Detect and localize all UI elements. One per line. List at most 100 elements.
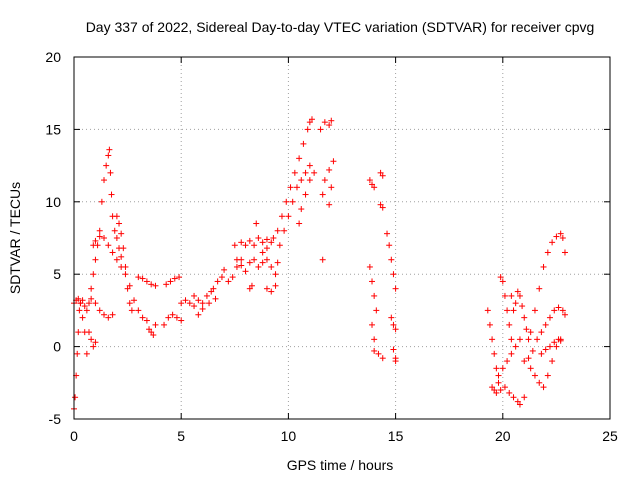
data-point [139,314,146,321]
data-point [113,256,120,263]
data-point [319,191,326,198]
data-point [90,242,97,249]
data-point [497,274,504,281]
data-point [178,317,185,324]
data-point [386,242,393,249]
data-point [559,307,566,314]
data-point [72,394,79,401]
data-point [506,321,513,328]
data-point [246,259,253,266]
data-point [116,220,123,227]
data-point [497,387,504,394]
data-point [561,249,568,256]
data-point [311,169,318,176]
chart-title: Day 337 of 2022, Sidereal Day-to-day VTE… [86,19,595,35]
data-point [540,263,547,270]
data-point [212,295,219,302]
data-point [152,282,159,289]
data-point [531,372,538,379]
data-point [384,230,391,237]
data-point [523,326,530,333]
data-point [76,307,83,314]
data-point [390,346,397,353]
data-point [111,227,118,234]
data-point [296,220,303,227]
y-tick-label: 0 [53,339,61,355]
data-point [270,235,277,241]
data-point [83,307,90,314]
data-point [113,235,120,241]
data-point [229,274,236,281]
data-point [519,303,526,310]
x-tick-label: 20 [495,428,511,444]
data-point [388,314,395,321]
data-point [499,278,506,285]
data-point [171,275,178,282]
data-point [118,230,125,237]
data-point [379,355,386,362]
data-point [306,162,313,169]
data-point [371,336,378,343]
data-point [118,253,125,260]
data-point [390,321,397,328]
data-point [525,336,532,343]
data-point [326,122,333,129]
data-point [549,239,556,246]
data-point [544,249,551,256]
data-point [298,206,305,213]
data-point [128,307,135,314]
data-point [371,184,378,191]
data-point [81,303,88,310]
data-point [392,358,399,365]
x-tick-label: 5 [177,428,185,444]
data-point [143,278,150,285]
data-point [317,126,324,133]
data-point [195,297,202,304]
data-point [251,242,258,249]
data-point [328,184,335,191]
data-point [375,350,382,357]
y-tick-label: 5 [53,266,61,282]
data-point [242,242,249,249]
data-point [131,297,138,304]
y-tick-label: 20 [45,49,61,65]
data-point [501,384,508,391]
data-point [516,292,523,299]
data-point [510,394,517,401]
data-point [308,116,315,123]
data-point [259,239,266,246]
y-tick-label: 15 [45,121,61,137]
data-point [551,339,558,346]
x-tick-label: 0 [70,428,78,444]
data-point [274,227,281,234]
data-point [366,177,373,184]
data-point [392,326,399,333]
data-point [263,256,270,263]
data-point [176,274,183,281]
data-point [251,256,258,263]
data-point [263,245,270,252]
data-point [508,350,515,357]
axis-ticks: 0 5 10 15 20 25 -5 0 5 10 15 20 [45,49,618,444]
data-point [510,307,517,314]
data-point [287,184,294,191]
data-point [559,235,566,241]
x-tick-label: 25 [602,428,618,444]
data-point [521,394,528,401]
data-point [493,389,500,396]
data-point [561,311,568,318]
data-point [105,314,112,321]
data-point [542,321,549,328]
data-point [276,242,283,249]
y-axis-label: SDTVAR / TECUs [7,182,23,294]
data-point [225,278,232,285]
data-point [152,321,159,328]
data-point [369,278,376,285]
data-point [92,339,99,346]
data-point [536,285,543,292]
data-point [521,314,528,321]
data-point [210,285,217,292]
data-point [557,337,564,344]
data-point [139,275,146,282]
data-point [392,285,399,292]
